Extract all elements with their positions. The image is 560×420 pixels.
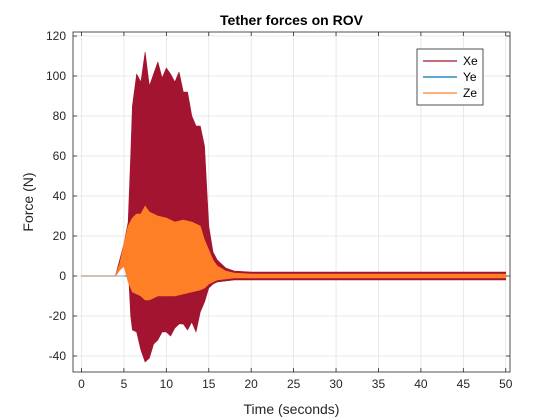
plot-frame [72, 31, 511, 373]
grid-lines [73, 32, 510, 372]
y-tick-label: 60 [53, 149, 67, 163]
y-tick-label: 120 [46, 29, 66, 43]
axis-ticks: 0 5 10 15 20 25 30 35 40 45 50 -40 -20 0 20 40 60 80 100 12… [46, 29, 513, 391]
legend: Xe Ye Ze [416, 48, 484, 106]
legend-label-ye: Ye [463, 70, 477, 84]
y-tick-label: -40 [49, 349, 67, 363]
x-tick-label: 0 [78, 377, 85, 391]
x-tick-label: 5 [121, 377, 128, 391]
x-axis-label: Time (seconds) [244, 401, 340, 417]
x-tick-label: 15 [202, 377, 216, 391]
x-tick-label: 45 [457, 377, 471, 391]
y-axis-label: Force (N) [20, 172, 36, 231]
legend-label-xe: Xe [463, 54, 478, 68]
chart-title: Tether forces on ROV [220, 12, 364, 28]
y-tick-label: 20 [53, 229, 67, 243]
y-tick-label: 100 [46, 69, 66, 83]
series-ze-band [81, 205, 507, 301]
x-tick-label: 20 [245, 377, 259, 391]
x-tick-label: 50 [499, 377, 513, 391]
y-tick-label: 0 [59, 269, 66, 283]
y-tick-label: 40 [53, 189, 67, 203]
x-tick-label: 10 [160, 377, 174, 391]
x-tick-label: 35 [372, 377, 386, 391]
series-layer [81, 51, 507, 363]
x-tick-label: 40 [414, 377, 428, 391]
x-tick-label: 25 [287, 377, 301, 391]
y-tick-label: 80 [53, 109, 67, 123]
x-tick-label: 30 [329, 377, 343, 391]
y-tick-label: -20 [49, 309, 67, 323]
legend-label-ze: Ze [463, 86, 477, 100]
